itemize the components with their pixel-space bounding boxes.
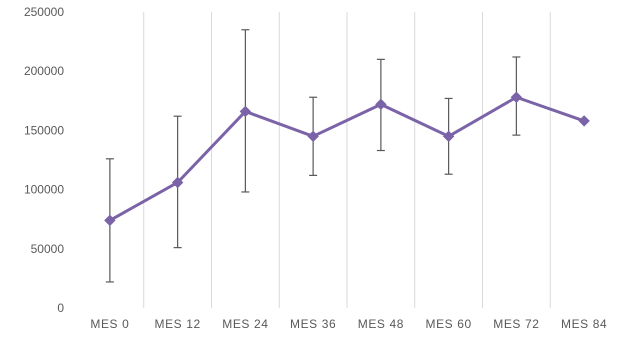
data-point-marker	[510, 91, 523, 103]
x-tick-label: MES 36	[290, 317, 336, 331]
y-tick-label: 200000	[24, 64, 64, 78]
data-point-marker	[239, 105, 252, 118]
x-tick-label: MES 60	[425, 317, 471, 331]
error-bars	[105, 29, 521, 283]
y-tick-label: 0	[57, 301, 64, 315]
x-tick-label: MES 12	[154, 317, 200, 331]
y-tick-label: 150000	[24, 123, 64, 137]
data-point-marker	[375, 98, 387, 111]
data-markers	[104, 91, 590, 227]
gridlines	[143, 12, 551, 308]
y-tick-label: 100000	[24, 183, 64, 197]
x-tick-label: MES 72	[493, 317, 539, 331]
x-axis-ticks: MES 0 MES 12 MES 24 MES 36 MES 48 MES 60 MES 7…	[90, 317, 607, 331]
data-point-marker	[578, 115, 590, 127]
y-axis-ticks: 0 50000 100000 150000 200000 250000	[24, 5, 64, 315]
data-point-marker	[104, 214, 116, 227]
x-tick-label: MES 0	[90, 317, 129, 331]
series-line	[108, 95, 586, 222]
x-tick-label: MES 48	[358, 317, 404, 331]
y-tick-label: 250000	[24, 5, 64, 19]
data-point-marker	[307, 130, 319, 143]
series-lines	[108, 95, 586, 222]
x-tick-label: MES 24	[222, 317, 268, 331]
x-tick-label: MES 84	[561, 317, 607, 331]
data-point-marker	[442, 130, 455, 143]
data-point-marker	[171, 176, 184, 189]
y-tick-label: 50000	[31, 242, 65, 256]
